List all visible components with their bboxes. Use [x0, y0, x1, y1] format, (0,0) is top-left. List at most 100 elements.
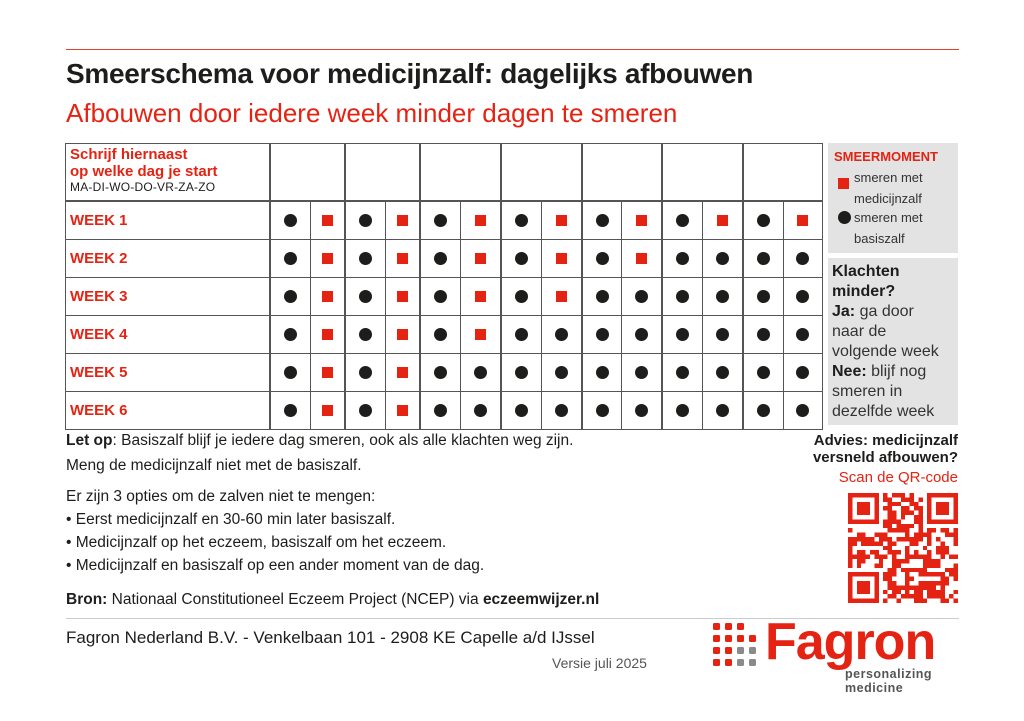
- schedule-cell: [499, 353, 542, 392]
- basiszalf-dot-icon: [283, 289, 297, 303]
- schedule-cell: [460, 391, 502, 430]
- nee-text-2: smeren in: [832, 383, 903, 400]
- schedule-cell: [309, 353, 346, 392]
- schedule-cell: [661, 353, 704, 392]
- basiszalf-dot-icon: [756, 289, 770, 303]
- basiszalf-dot-icon: [283, 251, 297, 265]
- schedule-cell: [499, 391, 542, 430]
- medicijnzalf-square-icon: [397, 328, 409, 340]
- schedule-cell: [344, 200, 386, 240]
- week-row: WEEK 5: [65, 353, 824, 392]
- schedule-cell: [702, 239, 744, 278]
- company-address: Fagron Nederland B.V. - Venkelbaan 101 -…: [66, 628, 595, 647]
- basiszalf-dot-icon: [635, 289, 649, 303]
- schedule-cell: [540, 239, 583, 278]
- nee-text-1: blijf nog: [871, 363, 927, 380]
- schedule-cell: [384, 315, 421, 354]
- basiszalf-dot-icon: [514, 289, 528, 303]
- day-input-cell[interactable]: [499, 143, 583, 202]
- tagline-line1: personalizing: [845, 667, 933, 681]
- klachten-panel: Klachten minder? Ja: ga door naar de vol…: [828, 258, 958, 425]
- schedule-cell: [580, 239, 623, 278]
- basiszalf-dot-icon: [716, 327, 730, 341]
- basiszalf-dot-icon: [514, 327, 528, 341]
- day-input-cell[interactable]: [268, 143, 346, 202]
- basiszalf-dot-icon: [756, 327, 770, 341]
- schedule-cell: [580, 315, 623, 354]
- medicijnzalf-square-icon: [321, 252, 333, 264]
- medicijnzalf-square-icon: [397, 404, 409, 416]
- medicijnzalf-square-icon: [397, 214, 409, 226]
- schedule-cell: [621, 315, 663, 354]
- schedule-cell: [540, 353, 583, 392]
- ja-label: Ja:: [832, 303, 856, 320]
- schedule-cell: [782, 239, 824, 278]
- fagron-logo-wordmark: Fagron: [765, 613, 936, 671]
- schedule-cell: [419, 239, 462, 278]
- basiszalf-dot-icon: [554, 327, 568, 341]
- basiszalf-dot-icon: [434, 251, 448, 265]
- source-link[interactable]: eczeemwijzer.nl: [482, 591, 600, 608]
- schedule-cell: [702, 315, 744, 354]
- schedule-cell: [419, 315, 462, 354]
- medicijnzalf-square-icon: [555, 214, 567, 226]
- medicijnzalf-square-icon: [321, 404, 333, 416]
- letop-label: Let op: [66, 432, 113, 449]
- day-input-cell[interactable]: [742, 143, 823, 202]
- week-label: WEEK 1: [65, 200, 271, 240]
- schedule-cell: [741, 391, 784, 430]
- day-input-cell[interactable]: [661, 143, 744, 202]
- schedule-grid: Schrijf hiernaast op welke dag je start …: [65, 143, 824, 430]
- basiszalf-dot-icon: [434, 289, 448, 303]
- schedule-cell: [344, 277, 386, 316]
- basiszalf-dot-icon: [676, 289, 690, 303]
- basiszalf-dot-icon: [676, 365, 690, 379]
- basiszalf-dot-icon: [595, 289, 609, 303]
- red-square-icon: [838, 178, 849, 189]
- basiszalf-dot-icon: [554, 365, 568, 379]
- basiszalf-dot-icon: [676, 403, 690, 417]
- schedule-cell: [460, 200, 502, 240]
- schedule-cell: [702, 353, 744, 392]
- basiszalf-dot-icon: [716, 365, 730, 379]
- legend-title: SMEERMOMENT: [834, 149, 938, 164]
- schedule-cell: [344, 239, 386, 278]
- day-input-cell[interactable]: [344, 143, 421, 202]
- basiszalf-dot-icon: [359, 327, 373, 341]
- advies-line1: Advies: medicijnzalf: [813, 432, 958, 449]
- basiszalf-dot-icon: [359, 213, 373, 227]
- day-input-cell[interactable]: [419, 143, 502, 202]
- schedule-cell: [419, 391, 462, 430]
- schedule-cell: [460, 315, 502, 354]
- schedule-cell: [460, 277, 502, 316]
- schedule-cell: [499, 200, 542, 240]
- schedule-cell: [540, 315, 583, 354]
- basiszalf-dot-icon: [283, 213, 297, 227]
- medicijnzalf-square-icon: [397, 290, 409, 302]
- medicijnzalf-square-icon: [636, 252, 648, 264]
- schedule-cell: [621, 239, 663, 278]
- legend-basis-line1: smeren met: [854, 210, 923, 225]
- qr-code-icon[interactable]: [848, 493, 958, 603]
- schedule-cell: [499, 239, 542, 278]
- basiszalf-dot-icon: [359, 251, 373, 265]
- week-label: WEEK 3: [65, 277, 271, 316]
- medicijnzalf-square-icon: [636, 214, 648, 226]
- schedule-cell: [384, 391, 421, 430]
- schedule-cell: [741, 315, 784, 354]
- schedule-cell: [782, 277, 824, 316]
- week-row: WEEK 6: [65, 391, 824, 430]
- source-line: Bron: Nationaal Constitutioneel Eczeem P…: [66, 591, 599, 609]
- fagron-logo-dots-icon: [713, 623, 756, 666]
- basiszalf-dot-icon: [434, 213, 448, 227]
- mix-warning: Meng de medicijnzalf niet met de basisza…: [66, 457, 362, 474]
- basiszalf-dot-icon: [283, 327, 297, 341]
- schedule-cell: [621, 277, 663, 316]
- legend-medicijnzalf: smeren met medicijnzalf: [854, 167, 923, 209]
- medicijnzalf-square-icon: [717, 214, 729, 226]
- day-input-cell[interactable]: [580, 143, 663, 202]
- basiszalf-dot-icon: [595, 327, 609, 341]
- basiszalf-dot-icon: [796, 403, 810, 417]
- schedule-cell: [540, 200, 583, 240]
- schedule-cell: [344, 315, 386, 354]
